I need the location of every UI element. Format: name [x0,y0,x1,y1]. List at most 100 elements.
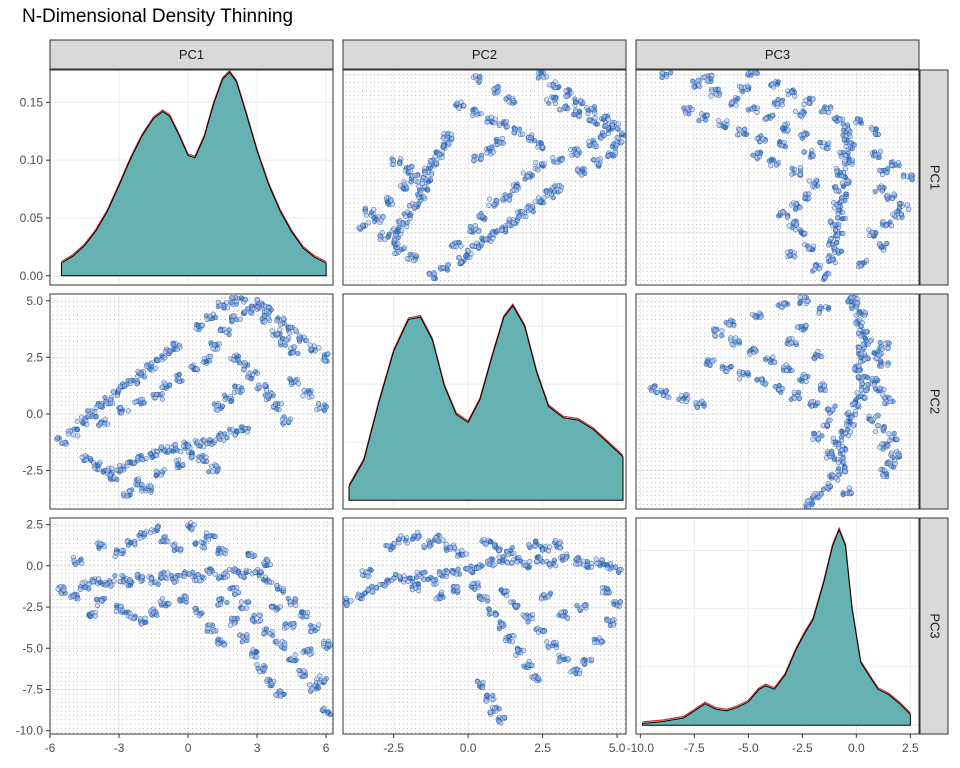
data-point [511,220,517,226]
data-point [830,435,837,441]
data-point [496,122,503,128]
data-point [425,179,431,185]
data-point [117,404,124,411]
data-point [414,569,420,576]
data-point [781,301,787,307]
data-point [879,171,886,178]
data-point [282,642,288,648]
data-point [239,387,245,394]
data-point [159,596,166,602]
data-point [425,187,431,193]
data-point [522,562,529,569]
data-point [826,242,832,248]
data-point [444,569,450,575]
data-point [222,392,228,398]
data-point [614,142,620,148]
data-point [489,231,496,237]
data-point [216,545,222,551]
data-point [864,382,871,388]
data-point [378,217,384,223]
data-point [178,546,184,552]
data-point [292,344,298,350]
data-point [124,460,130,466]
data-point [802,230,808,236]
data-point [65,431,71,437]
data-point [535,675,541,681]
data-point [576,670,583,677]
data-point [871,382,877,388]
data-point [278,339,284,345]
data-point [281,315,287,321]
data-point [605,116,611,122]
panel-pc1-pc2 [342,69,627,286]
data-point [282,342,288,348]
data-point [863,329,870,335]
data-point [477,74,483,80]
data-point [365,569,371,576]
data-point [565,655,571,662]
data-point [137,615,143,622]
data-point [249,653,255,659]
data-point [789,171,795,177]
data-point [231,620,238,626]
data-point [71,557,77,564]
data-point [862,356,868,362]
data-point [605,565,611,571]
data-point [79,454,85,460]
data-point [877,385,883,391]
data-point [135,476,141,482]
data-point [884,192,890,198]
data-point [307,342,313,348]
data-point [800,131,807,137]
data-point [709,88,715,94]
data-point [860,342,866,348]
data-point [408,179,414,185]
data-point [119,547,125,554]
data-point [835,204,841,210]
data-point [579,659,586,665]
data-point [809,502,815,508]
data-point [79,560,85,566]
data-point [116,387,122,393]
data-point [526,541,532,548]
data-point [838,248,845,254]
data-point [794,324,801,330]
data-point [836,221,842,227]
data-point [458,243,464,249]
data-point [532,543,538,550]
data-point [522,614,528,620]
x-tick-label: 2.5 [902,741,919,755]
data-point [801,101,807,108]
data-point [709,72,715,79]
data-point [583,104,590,111]
data-point [484,698,490,704]
data-point [792,227,799,233]
data-point [141,530,148,537]
data-point [562,609,569,615]
data-point [756,154,763,160]
data-point [463,551,469,557]
data-point [762,356,769,362]
data-point [440,135,446,141]
data-point [535,75,541,81]
data-point [224,599,230,606]
data-point [402,181,408,187]
data-point [715,86,721,92]
data-point [553,639,559,645]
data-point [828,236,834,242]
data-point [559,157,566,163]
data-point [288,656,294,662]
data-point [887,396,893,402]
data-point [138,401,144,407]
panel-pc2-pc2 [342,293,627,510]
data-point [321,640,327,647]
data-point [252,569,258,575]
data-point [449,135,455,141]
data-point [267,631,273,637]
data-point [747,351,753,357]
data-point [305,646,311,653]
data-point [407,168,413,175]
data-point [810,152,816,158]
y-tick-label: 0.15 [20,95,44,109]
data-point [817,305,823,311]
